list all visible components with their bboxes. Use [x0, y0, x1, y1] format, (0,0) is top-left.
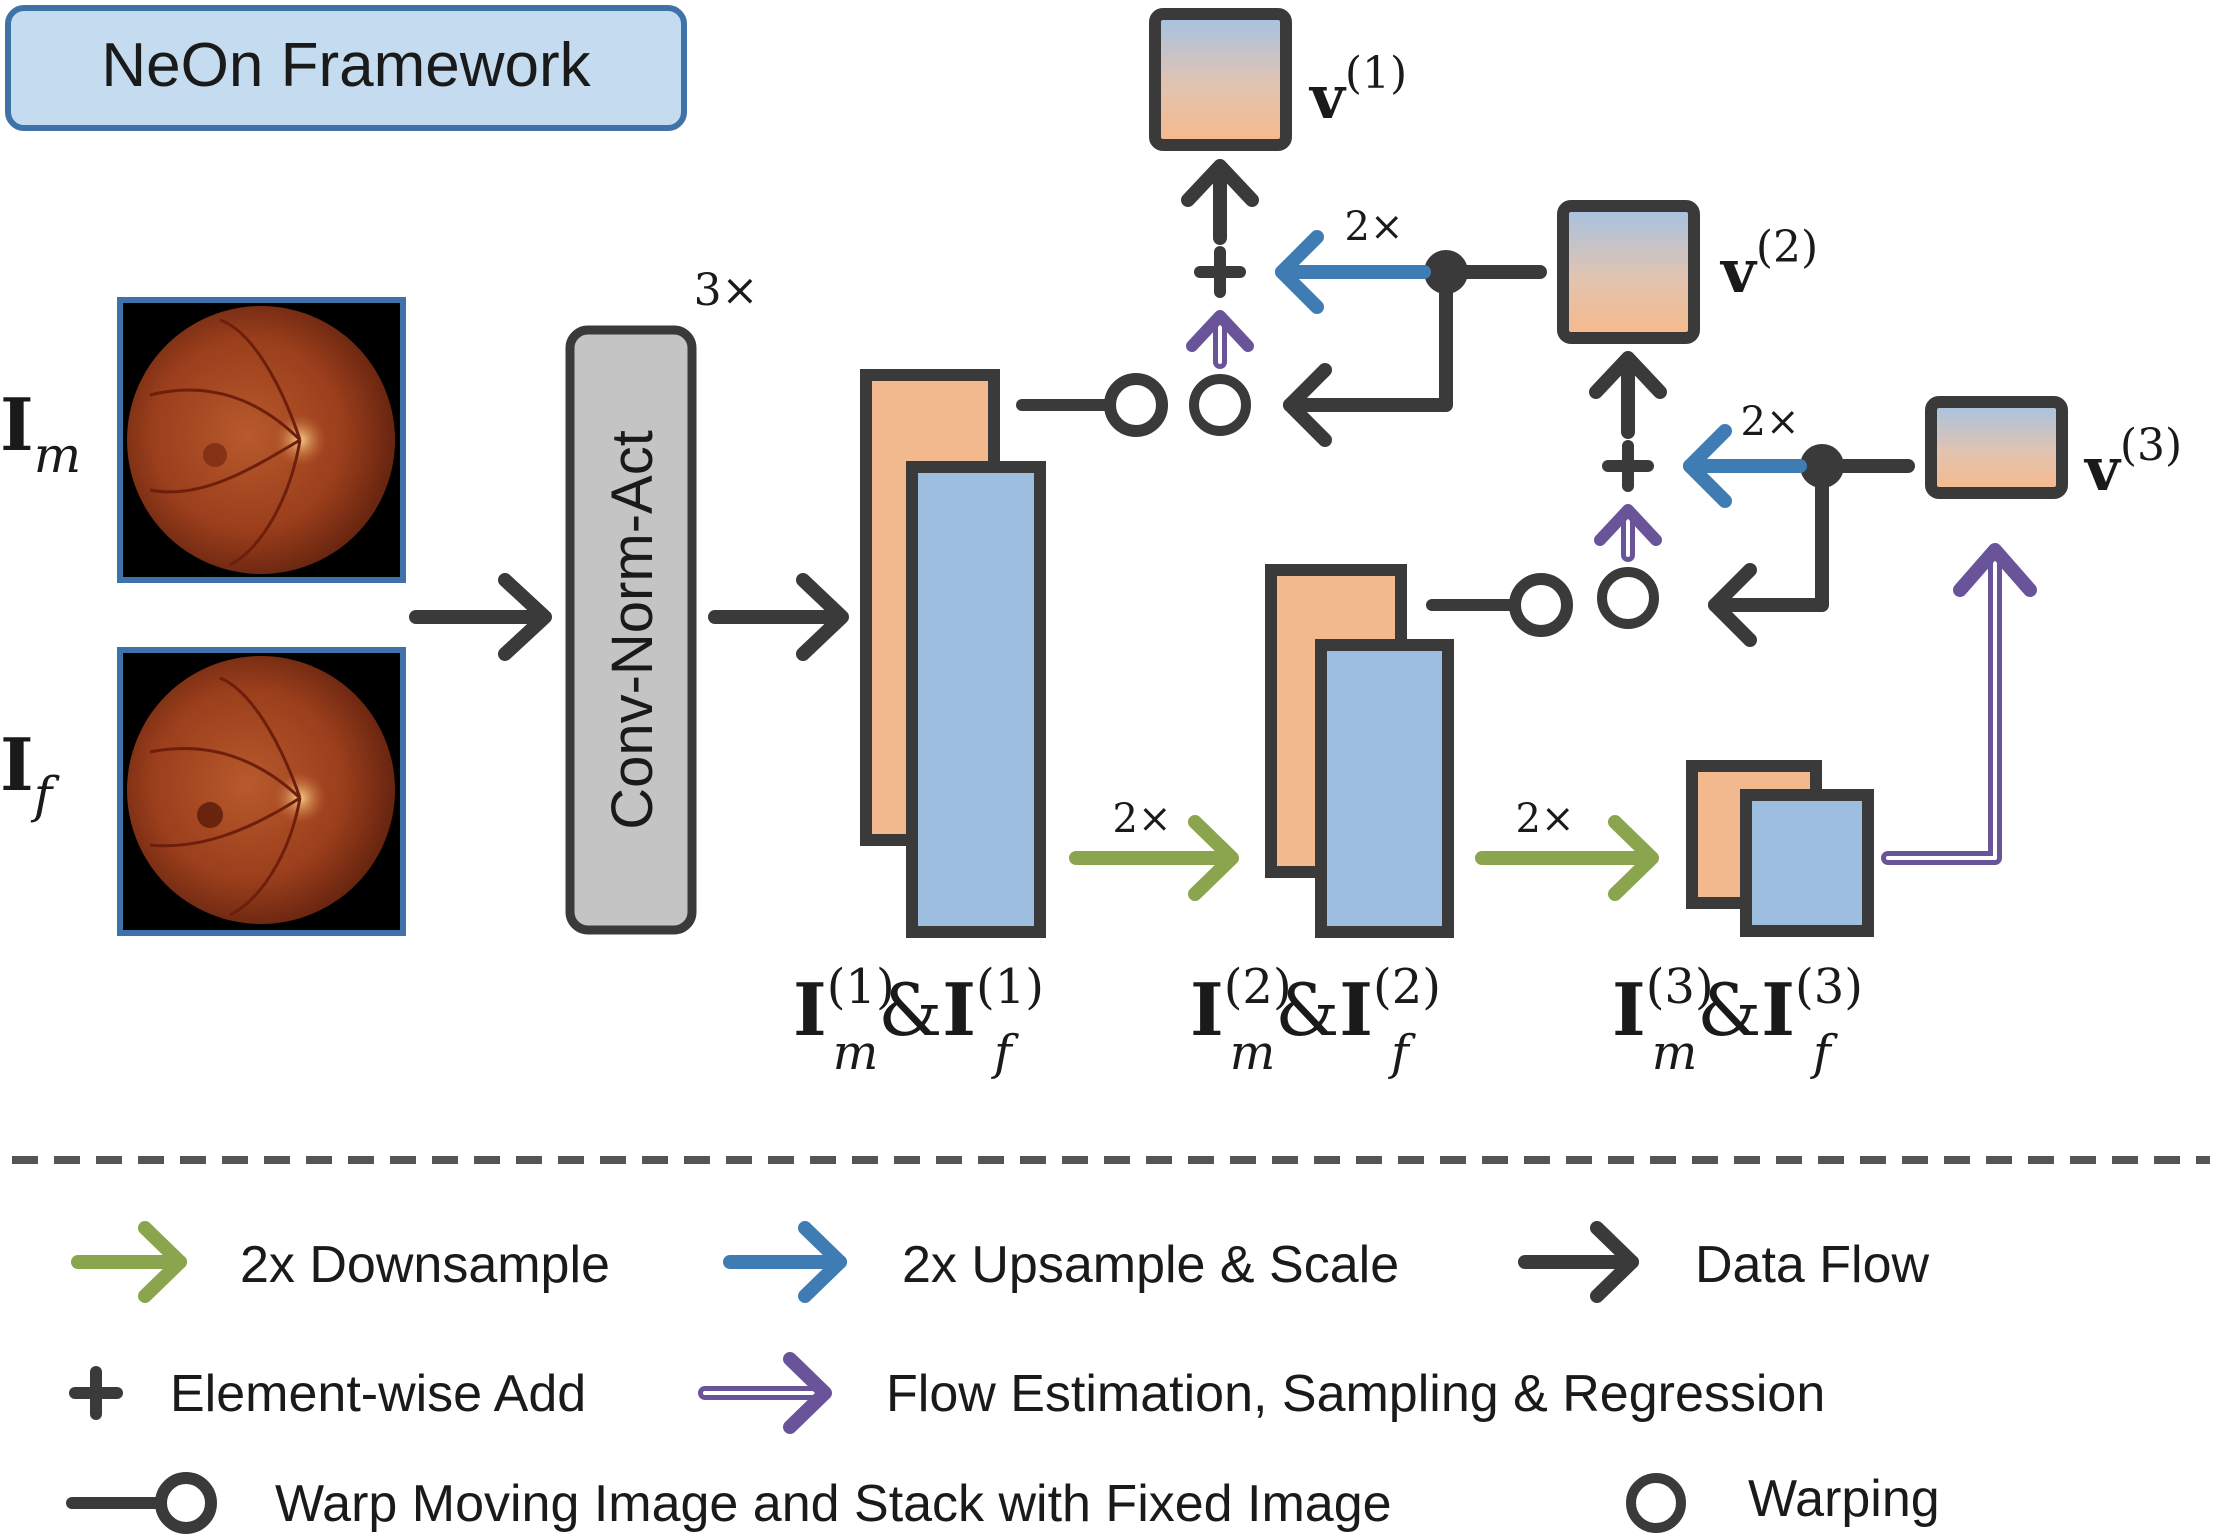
upsample-arrow-level-3: [1683, 424, 1807, 508]
feature-level-2-label: I(2) m&I(2) f: [1190, 959, 1441, 1081]
legend-upsample-label: 2x Upsample & Scale: [902, 1236, 1399, 1294]
upsample-2-scale-label: 2×: [1345, 204, 1404, 250]
flow-estimation-arrow-level-1: [1186, 310, 1254, 369]
warping-icon-level-2: [1597, 567, 1659, 629]
legend-warp-stack-label: Warp Moving Image and Stack with Fixed I…: [275, 1475, 1392, 1533]
framework-title-box: NeOn Framework: [5, 5, 687, 131]
legend-upsample-icon: [723, 1221, 847, 1303]
data-flow-level-1-loop: [1283, 265, 1547, 447]
branch-node-level-2: [1424, 250, 1468, 294]
add-icon-level-1: [1194, 246, 1246, 298]
flow-estimation-arrow-level-3: [1881, 543, 2037, 865]
velocity-field-1-label: v(1): [1308, 48, 1407, 133]
fixed-fundus-image: [117, 647, 406, 936]
legend-data-flow-icon: [1518, 1221, 1639, 1303]
moving-image-label: Im: [0, 382, 81, 484]
framework-title: NeOn Framework: [101, 31, 591, 100]
legend-data-flow-label: Data Flow: [1695, 1236, 1930, 1294]
conv-repeat-label: 3×: [694, 265, 759, 316]
legend-downsample-label: 2x Downsample: [240, 1236, 610, 1294]
legend-flow-estimation-label: Flow Estimation, Sampling & Regression: [886, 1365, 1825, 1423]
fixed-image-label: If: [0, 722, 60, 824]
downsample-arrow-2: [1475, 815, 1659, 901]
legend-add-label: Element-wise Add: [170, 1365, 586, 1423]
legend-downsample-icon: [71, 1221, 187, 1303]
velocity-field-1: [1149, 8, 1292, 151]
legend-add-icon: [69, 1366, 123, 1420]
velocity-field-2-label: v(2): [1719, 222, 1818, 307]
data-flow-arrow-inputs: [409, 573, 552, 661]
upsample-3-scale-label: 2×: [1741, 399, 1800, 445]
velocity-field-3-label: v(3): [2083, 420, 2182, 505]
flow-estimation-arrow-level-2: [1594, 504, 1662, 562]
feature-stack-level-3: [1686, 760, 1874, 937]
branch-node-level-3: [1800, 444, 1844, 488]
warp-stack-connector-level-2: [1426, 573, 1573, 637]
upsample-arrow-level-2: [1275, 230, 1431, 314]
legend-warping-icon: [1626, 1473, 1686, 1533]
data-flow-level-2-loop: [1708, 459, 1915, 647]
feature-stack-level-1: [860, 369, 1046, 938]
feature-level-3-label: I(3) m&I(3) f: [1612, 959, 1863, 1081]
velocity-field-2: [1557, 200, 1700, 344]
conv-norm-act-block: Conv-Norm-Act: [565, 325, 697, 935]
downsample-2-scale-label: 2×: [1516, 796, 1575, 842]
feature-stack-level-2: [1265, 564, 1454, 938]
warping-icon-level-1: [1189, 374, 1251, 436]
feature-level-1-label: I(1) m&I(1) f: [793, 959, 1044, 1081]
conv-norm-act-label: Conv-Norm-Act: [600, 430, 665, 830]
legend-flow-estimation-icon: [698, 1352, 832, 1434]
data-flow-arrow-to-v2: [1589, 351, 1667, 439]
legend-warping-label: Warping: [1748, 1470, 1940, 1528]
downsample-arrow-1: [1069, 815, 1239, 901]
velocity-field-3: [1925, 396, 2068, 499]
legend-warp-stack-icon: [66, 1472, 217, 1534]
downsample-1-scale-label: 2×: [1113, 796, 1172, 842]
warp-stack-connector-level-1: [1016, 373, 1168, 437]
moving-fundus-image: [117, 297, 406, 583]
data-flow-arrow-conv: [708, 573, 849, 661]
add-icon-level-2: [1602, 440, 1654, 492]
data-flow-arrow-to-v1: [1181, 159, 1259, 245]
